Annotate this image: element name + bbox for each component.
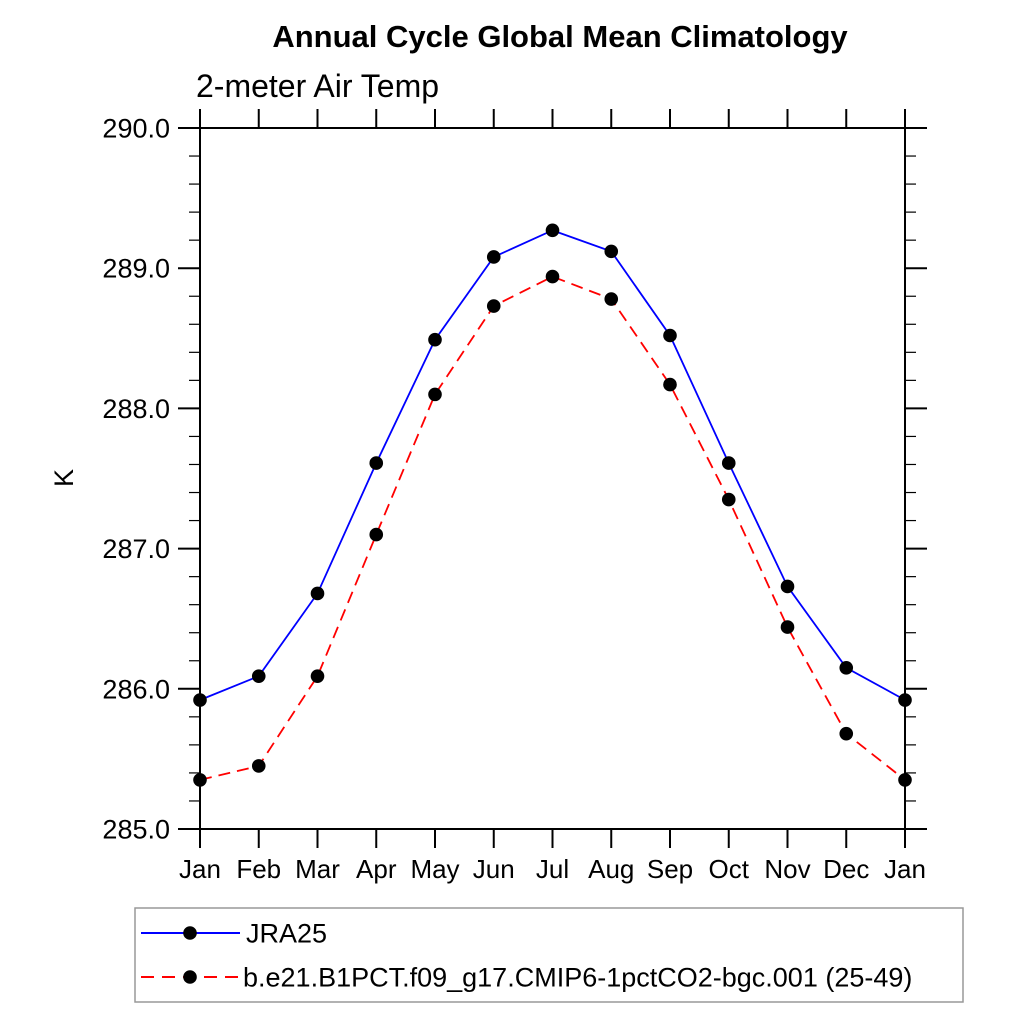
data-point [604, 244, 619, 259]
legend-marker-jra25 [183, 926, 197, 940]
data-point [486, 299, 501, 313]
x-tick-label: Jan [179, 854, 221, 884]
data-point [369, 527, 384, 542]
data-point [721, 492, 736, 507]
legend: JRA25 b.e21.B1PCT.f09_g17.CMIP6-1pctCO2-… [134, 907, 964, 1003]
series-line-1 [199, 275, 906, 781]
plot-area: 285.0 286.0 287.0 288.0 289.0 290.0 Jan Feb Mar A… [102, 109, 927, 884]
x-tick-label: Jun [473, 854, 515, 884]
data-point [780, 579, 795, 594]
x-tick-label: Dec [823, 854, 869, 884]
x-tick-label: Jul [536, 854, 569, 884]
data-point [193, 773, 207, 787]
y-tick-label: 287.0 [102, 534, 170, 564]
data-point [780, 620, 795, 634]
axis-frame [199, 127, 906, 830]
data-point [663, 377, 677, 392]
data-point [310, 586, 325, 601]
data-point [428, 387, 442, 402]
y-tick-label: 288.0 [102, 394, 170, 424]
x-tick-label: Sep [647, 854, 693, 884]
data-point [839, 660, 854, 675]
data-point [839, 726, 854, 741]
data-point [898, 693, 912, 707]
x-tick-label: Aug [588, 854, 634, 884]
x-tick-label: Oct [709, 854, 750, 884]
x-tick-label: Jan [884, 854, 926, 884]
legend-box [134, 907, 964, 1003]
data-point [193, 693, 207, 707]
series-line-0 [199, 229, 906, 701]
data-point [428, 332, 442, 347]
data-point [369, 456, 384, 470]
legend-marker-model [183, 970, 197, 984]
chart-title: Annual Cycle Global Mean Climatology [272, 19, 848, 54]
data-point [604, 292, 619, 306]
data-point [251, 759, 266, 773]
chart-subtitle: 2-meter Air Temp [196, 68, 439, 104]
data-point [310, 669, 325, 683]
x-tick-label: Apr [356, 854, 397, 884]
x-tick-label: May [410, 854, 459, 884]
x-tick-label: Nov [764, 854, 810, 884]
y-tick-label: 286.0 [102, 674, 170, 704]
data-point [545, 223, 560, 238]
legend-label-jra25: JRA25 [246, 918, 327, 948]
y-tick-label: 290.0 [102, 113, 170, 143]
x-tick-label: Feb [236, 854, 281, 884]
data-point [663, 328, 677, 343]
data-point [898, 773, 912, 787]
y-tick-label: 285.0 [102, 814, 170, 844]
x-tick-label: Mar [295, 854, 340, 884]
data-point [545, 269, 560, 284]
data-point [721, 456, 736, 470]
data-point [251, 669, 266, 683]
data-point [486, 250, 501, 264]
y-tick-label: 289.0 [102, 254, 170, 284]
legend-label-model: b.e21.B1PCT.f09_g17.CMIP6-1pctCO2-bgc.00… [243, 962, 912, 992]
y-axis-label: K [49, 469, 79, 487]
